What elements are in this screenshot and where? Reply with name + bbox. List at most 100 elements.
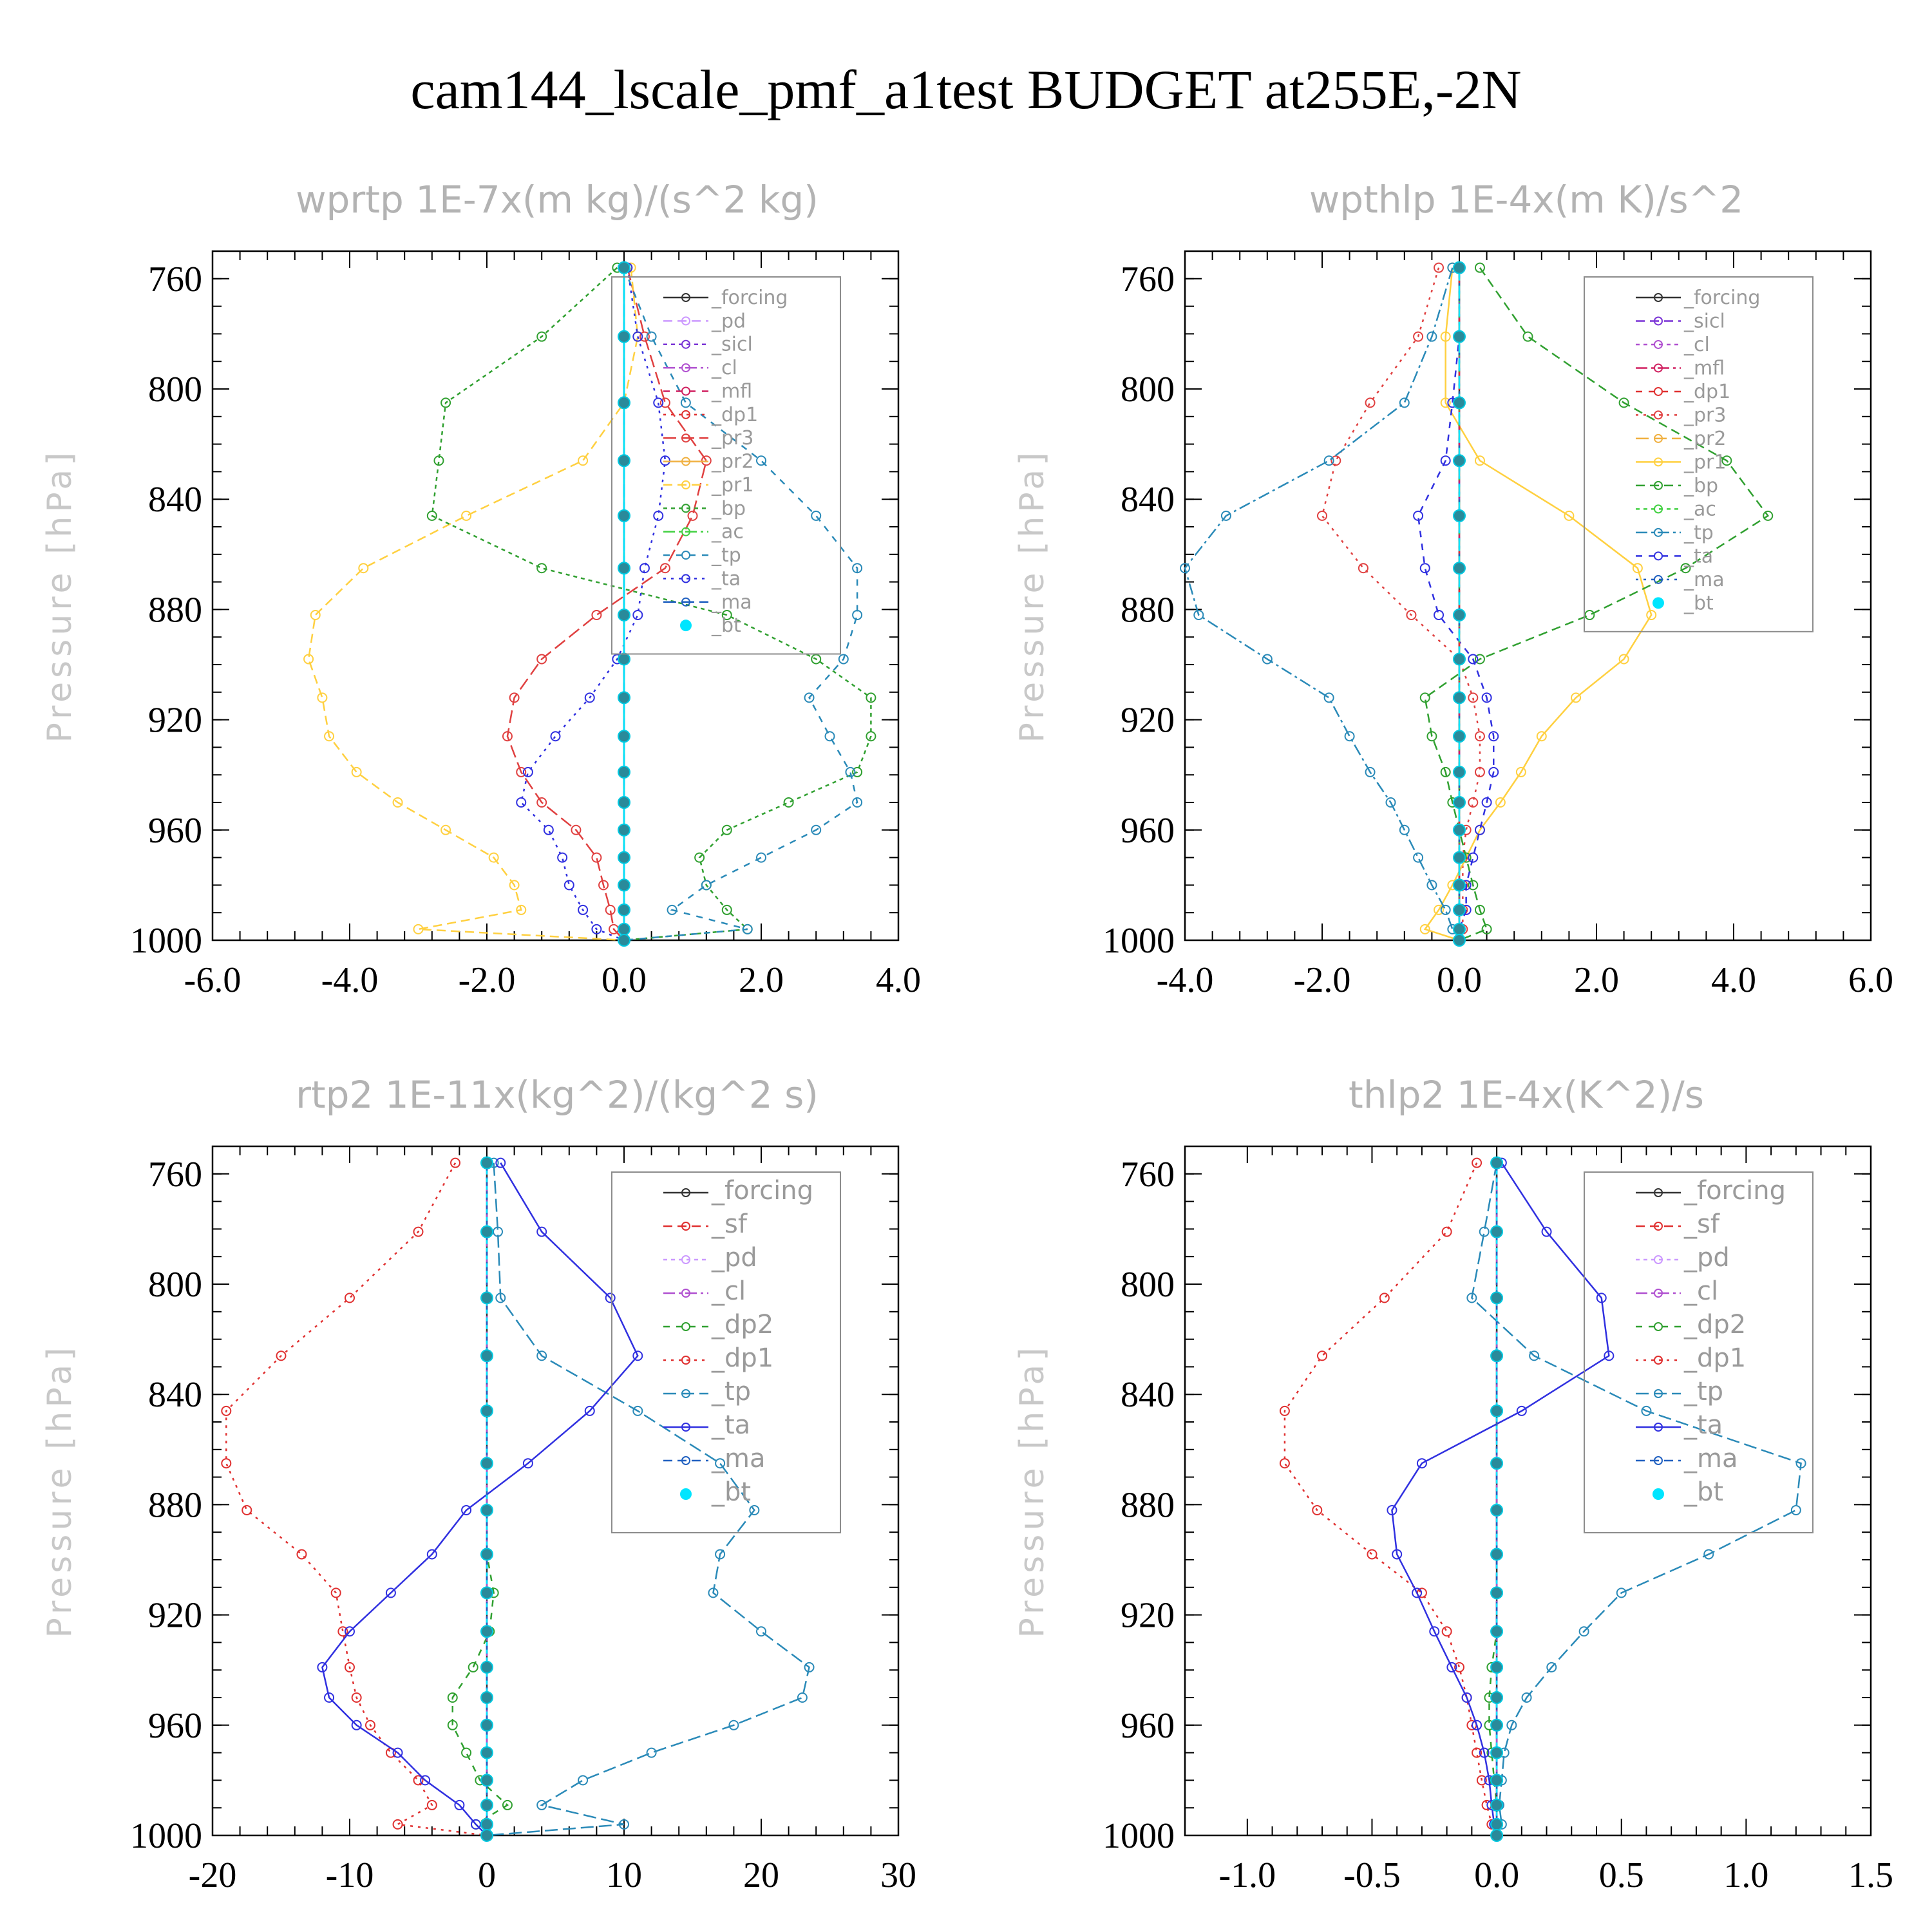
data-point [1479,1226,1490,1237]
y-axis-label: Pressure [hPa] [41,449,79,743]
data-point [1488,731,1499,742]
data-point [1521,1692,1532,1703]
legend-marker [681,433,690,443]
legend-marker [681,1255,690,1264]
data-point [1453,454,1466,468]
legend-label: _ta [1683,1410,1723,1440]
data-point [1490,1503,1504,1517]
data-point [345,1662,355,1672]
data-point [480,1691,493,1704]
data-point [480,1457,493,1470]
legend-marker [1653,597,1664,609]
data-point [653,510,664,521]
data-point [1453,903,1466,916]
data-point [1476,1775,1487,1786]
data-point [1406,609,1417,620]
legend-marker [1654,339,1663,349]
data-point [385,1587,396,1598]
data-point [1571,692,1582,703]
data-point [516,797,527,808]
legend-marker [680,1488,692,1500]
legend-label: _ta [711,1410,750,1440]
data-point [1453,562,1466,575]
legend-label: _bt [1683,1477,1723,1507]
data-point [618,878,630,892]
y-tick-label: 920 [148,1596,202,1636]
data-point [1312,1504,1323,1515]
series-line [1321,267,1481,941]
series-bp [426,262,876,945]
legend-label: _ma [711,591,752,614]
series-pr1 [1419,262,1657,945]
data-point [1506,1719,1517,1730]
panel-title: thlp2 1E-4x(K^2)/s [1349,1073,1704,1117]
data-point [351,1692,362,1703]
data-point [1490,1774,1504,1787]
data-point [1522,331,1533,342]
data-point [392,1819,403,1830]
data-point [480,1548,493,1561]
x-tick-label: 1.5 [1848,1855,1893,1895]
data-point [1446,1662,1457,1672]
legend-label: _ta [711,567,741,590]
series-bt [1453,261,1466,947]
legend-marker [681,1389,690,1398]
data-point [461,1747,472,1758]
data-point [480,1349,493,1363]
data-point [502,1799,513,1810]
legend-label: _pr1 [711,474,753,497]
data-point [1479,1747,1490,1758]
data-point [1440,331,1451,342]
legend-label: _pr3 [1683,404,1726,426]
x-tick-label: 30 [880,1855,916,1895]
legend-label: _dp2 [1683,1310,1746,1340]
data-point [1468,692,1479,703]
data-point [1474,455,1485,466]
x-tick-label: 4.0 [876,960,921,1000]
legend-box [611,1171,841,1533]
series-line [1184,267,1461,941]
data-point [1385,797,1396,808]
legend-marker [681,597,690,607]
data-point [1367,1549,1378,1560]
legend-marker [1654,527,1663,537]
data-point [413,1775,424,1786]
panel-title: wprtp 1E-7x(m kg)/(s^2 kg) [296,178,819,222]
series-line [431,267,872,942]
legend-label: _dp1 [711,404,758,426]
series-bt [480,1156,493,1842]
data-point [591,852,602,863]
data-point [1468,797,1479,808]
data-point [564,880,574,891]
legend-label: _pd [1683,1243,1730,1273]
data-point [1441,1626,1452,1637]
data-point [1490,1404,1504,1417]
y-tick-label: 1000 [130,1816,202,1856]
data-point [1379,1293,1390,1303]
legend-label: _pr3 [711,427,753,450]
series-line [486,1162,810,1837]
data-point [1434,262,1444,273]
legend-marker [1654,574,1663,584]
legend-marker [1654,316,1663,326]
data-point [296,1549,307,1560]
data-point [1453,878,1466,892]
data-point [516,766,527,777]
data-point [447,1692,458,1703]
legend-marker [1654,1188,1663,1197]
series-line [1488,1162,1498,1835]
legend-marker [681,293,690,302]
data-point [345,1293,355,1303]
data-point [1703,1549,1714,1560]
x-tick-label: 0 [478,1855,496,1895]
legend-box [1584,1171,1814,1533]
data-point [1429,1626,1440,1637]
legend-label: _bp [1683,475,1718,497]
data-point [584,1405,595,1416]
y-tick-label: 800 [148,1265,202,1305]
y-tick-label: 920 [1121,1596,1175,1636]
data-point [605,904,616,915]
data-point [845,766,856,777]
x-tick-label: -10 [326,1855,374,1895]
data-point [317,692,328,703]
